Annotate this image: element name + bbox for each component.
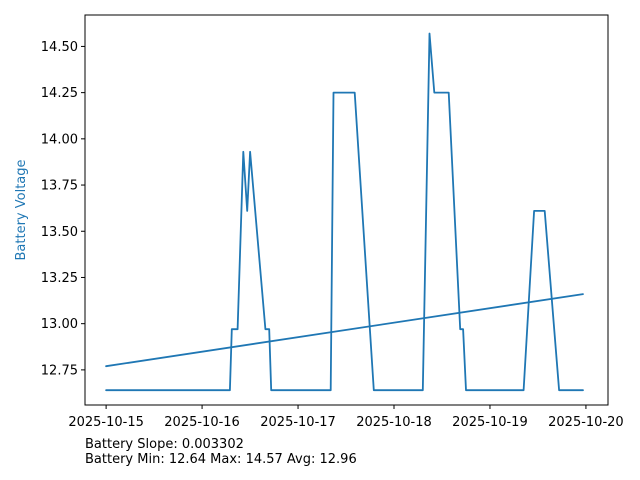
y-tick-label: 14.50 [41,40,78,55]
battery-trend-line [105,293,584,368]
y-tick-label: 13.25 [41,271,78,286]
x-tick-label: 2025-10-15 [68,415,144,430]
y-tick-label: 13.50 [41,225,78,240]
plot-border [84,14,609,406]
stats-slope-text: Battery Slope: 0.003302 [85,437,244,452]
chart-generated-layer: 2025-10-15 2025-10-16 2025-10-17 2025-10-18… [41,14,624,430]
y-tick-label: 12.75 [41,363,78,378]
x-tick-label: 2025-10-18 [356,415,432,430]
y-tick-label: 13.00 [41,317,78,332]
y-tick-label: 14.00 [41,132,78,147]
y-tick-label: 13.75 [41,179,78,194]
y-axis-label: Battery Voltage [14,159,29,260]
x-tick-label: 2025-10-16 [164,415,240,430]
battery-voltage-line [105,32,584,392]
y-tick-label: 14.25 [41,86,78,101]
x-tick-label: 2025-10-17 [260,415,336,430]
stats-min-max-avg-text: Battery Min: 12.64 Max: 14.57 Avg: 12.96 [85,452,357,467]
x-tick-label: 2025-10-19 [452,415,528,430]
x-tick-label: 2025-10-20 [548,415,624,430]
